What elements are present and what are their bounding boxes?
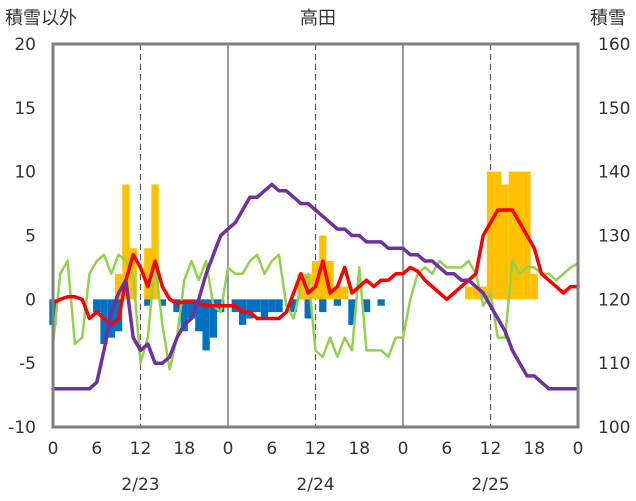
snowfall-bar <box>516 171 524 300</box>
negative-bar <box>180 299 188 332</box>
left-y-tick-label: 0 <box>25 290 36 310</box>
negative-bar <box>348 299 356 325</box>
negative-bar <box>268 299 276 313</box>
grid-lines <box>139 44 492 427</box>
negative-bar <box>209 299 218 338</box>
negative-bar <box>202 299 210 351</box>
left-y-tick-label: -5 <box>19 354 36 374</box>
negative-bar <box>195 299 203 332</box>
snowfall-bar <box>333 286 342 300</box>
plot-border <box>51 42 580 429</box>
snowfall-bar <box>508 171 517 300</box>
right-y-tick-label: 110 <box>598 354 630 374</box>
negative-bar <box>144 299 152 306</box>
snowfall-bar <box>472 286 480 300</box>
snowfall-bar <box>494 171 502 300</box>
plot-frame <box>51 42 580 429</box>
line-series <box>51 182 580 391</box>
negative-bar <box>100 299 108 345</box>
snowfall-bar <box>122 184 130 300</box>
x-tick-label: 18 <box>523 439 545 459</box>
x-tick-label: 6 <box>266 439 277 459</box>
snowfall-bar <box>530 273 538 300</box>
negative-bar <box>93 299 101 313</box>
negative-bar <box>377 299 385 306</box>
x-tick-label: 0 <box>48 439 59 459</box>
x-tick-label: 12 <box>480 439 502 459</box>
red-line-series <box>51 208 580 327</box>
negative-bar <box>333 299 342 306</box>
negative-bar <box>362 299 371 313</box>
snowfall-bar <box>114 273 123 300</box>
left-y-tick-label: 5 <box>25 227 36 247</box>
snowfall-bar <box>144 248 152 300</box>
negative-bar <box>289 299 298 313</box>
snowfall-bar <box>341 286 349 300</box>
snowfall-bar <box>464 286 473 300</box>
green-line-series <box>51 253 580 371</box>
left-y-tick-label: 20 <box>14 35 36 55</box>
negative-bar <box>173 299 181 313</box>
negative-bar <box>187 299 196 319</box>
negative-bar <box>304 299 312 319</box>
left-y-tick-label: -10 <box>8 418 36 438</box>
right-y-tick-label: 140 <box>598 163 630 183</box>
right-axis-title: 積雪 <box>590 8 626 29</box>
x-tick-label: 0 <box>223 439 234 459</box>
negative-bar <box>260 299 269 319</box>
negative-bar <box>253 299 261 313</box>
snowfall-bar <box>501 184 509 300</box>
left-axis-title: 積雪以外 <box>5 8 77 29</box>
x-tick-label: 6 <box>91 439 102 459</box>
x-tick-label: 6 <box>441 439 452 459</box>
negative-bar <box>275 299 283 313</box>
x-tick-label: 12 <box>305 439 327 459</box>
chart-title: 高田 <box>300 8 336 29</box>
snowfall-bar <box>151 184 159 300</box>
snowfall-bar <box>486 171 495 300</box>
negative-bar <box>319 299 327 313</box>
left-y-tick-label: 15 <box>14 99 36 119</box>
negative-bar <box>158 299 167 306</box>
x-tick-label: 0 <box>398 439 409 459</box>
right-y-tick-label: 100 <box>598 418 630 438</box>
right-y-tick-label: 120 <box>598 290 630 310</box>
date-label: 2/24 <box>296 475 334 495</box>
right-y-tick-label: 150 <box>598 99 630 119</box>
snowfall-bar <box>326 261 334 300</box>
x-tick-label: 18 <box>348 439 370 459</box>
x-tick-label: 12 <box>130 439 152 459</box>
purple-line-series <box>51 182 580 391</box>
x-tick-label: 0 <box>573 439 584 459</box>
negative-bar <box>246 299 254 319</box>
right-y-tick-label: 130 <box>598 227 630 247</box>
right-y-tick-label: 160 <box>598 35 630 55</box>
date-label: 2/23 <box>121 475 159 495</box>
date-label: 2/25 <box>471 475 509 495</box>
left-y-tick-label: 10 <box>14 163 36 183</box>
snowfall-bar <box>311 261 320 300</box>
x-tick-label: 18 <box>173 439 195 459</box>
